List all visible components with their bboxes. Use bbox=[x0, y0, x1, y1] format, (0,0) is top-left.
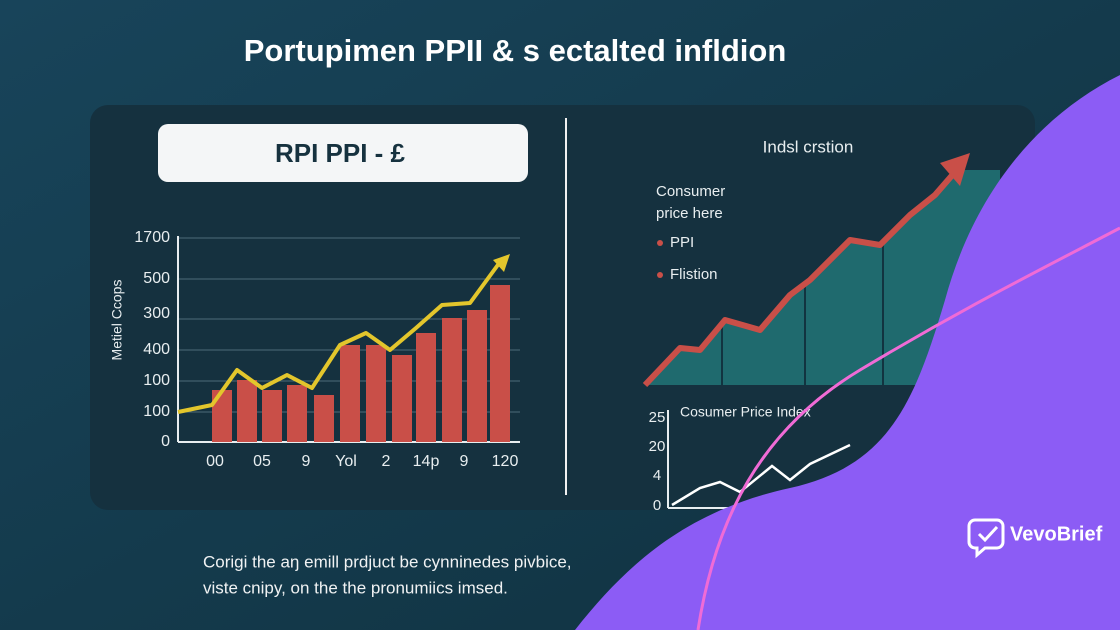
right-title: Indsl crstion bbox=[763, 137, 854, 156]
x-tick-label: 2 bbox=[382, 453, 391, 470]
red-arrow bbox=[940, 153, 970, 186]
logo-icon bbox=[967, 518, 1005, 559]
x-tick-label: Yol bbox=[335, 453, 357, 470]
y-tick-label: 1700 bbox=[134, 229, 170, 246]
y-tick-label: 500 bbox=[143, 270, 170, 287]
small-y-tick-label: 4 bbox=[653, 467, 661, 484]
subtitle-line: price here bbox=[656, 205, 723, 222]
red-line bbox=[642, 170, 958, 388]
trend-arrow bbox=[493, 254, 510, 272]
y-tick-label: 300 bbox=[143, 305, 170, 322]
bars bbox=[212, 285, 510, 442]
y-tick-label: 100 bbox=[143, 372, 170, 389]
small-chart-title: Cosumer Price Index bbox=[680, 404, 811, 420]
y-axis-label: Metiel Ccops bbox=[109, 280, 125, 361]
x-tick-label: 14p bbox=[413, 453, 440, 470]
label-box bbox=[158, 124, 528, 182]
subtitle-line: Consumer bbox=[656, 183, 725, 200]
legend-dot bbox=[657, 240, 663, 246]
y-tick-label: 100 bbox=[143, 403, 170, 420]
x-tick-label: 9 bbox=[302, 453, 311, 470]
small-y-tick-label: 25 bbox=[649, 409, 666, 426]
y-tick-label: 0 bbox=[161, 433, 170, 450]
legend-dot bbox=[657, 272, 663, 278]
x-tick-label: 120 bbox=[492, 453, 519, 470]
area-dividers bbox=[721, 244, 884, 385]
x-tick-label: 00 bbox=[206, 453, 224, 470]
legend-label: PPI bbox=[670, 234, 694, 251]
small-y-tick-label: 20 bbox=[649, 438, 666, 455]
area bbox=[645, 170, 1000, 385]
caption-line: viste cnipy, on the the pronumiics imsed… bbox=[203, 578, 508, 597]
title: Portupimen PPII & s ectalted infldion bbox=[244, 33, 787, 68]
label-box-text: RPI PPI - £ bbox=[275, 138, 406, 168]
x-tick-label: 05 bbox=[253, 453, 271, 470]
logo-text: VevoBrief bbox=[1010, 523, 1103, 545]
x-tick-label: 9 bbox=[460, 453, 469, 470]
legend-label: Flistion bbox=[670, 266, 718, 283]
small-line bbox=[671, 443, 851, 507]
trend-line bbox=[177, 260, 502, 414]
small-y-tick-label: 0 bbox=[653, 497, 661, 514]
purple-shape bbox=[575, 75, 1120, 630]
pink-curve bbox=[696, 226, 1120, 631]
y-tick-label: 400 bbox=[143, 341, 170, 358]
caption-line: Corigi the aŋ emill prdjuct be cynninede… bbox=[203, 552, 572, 571]
